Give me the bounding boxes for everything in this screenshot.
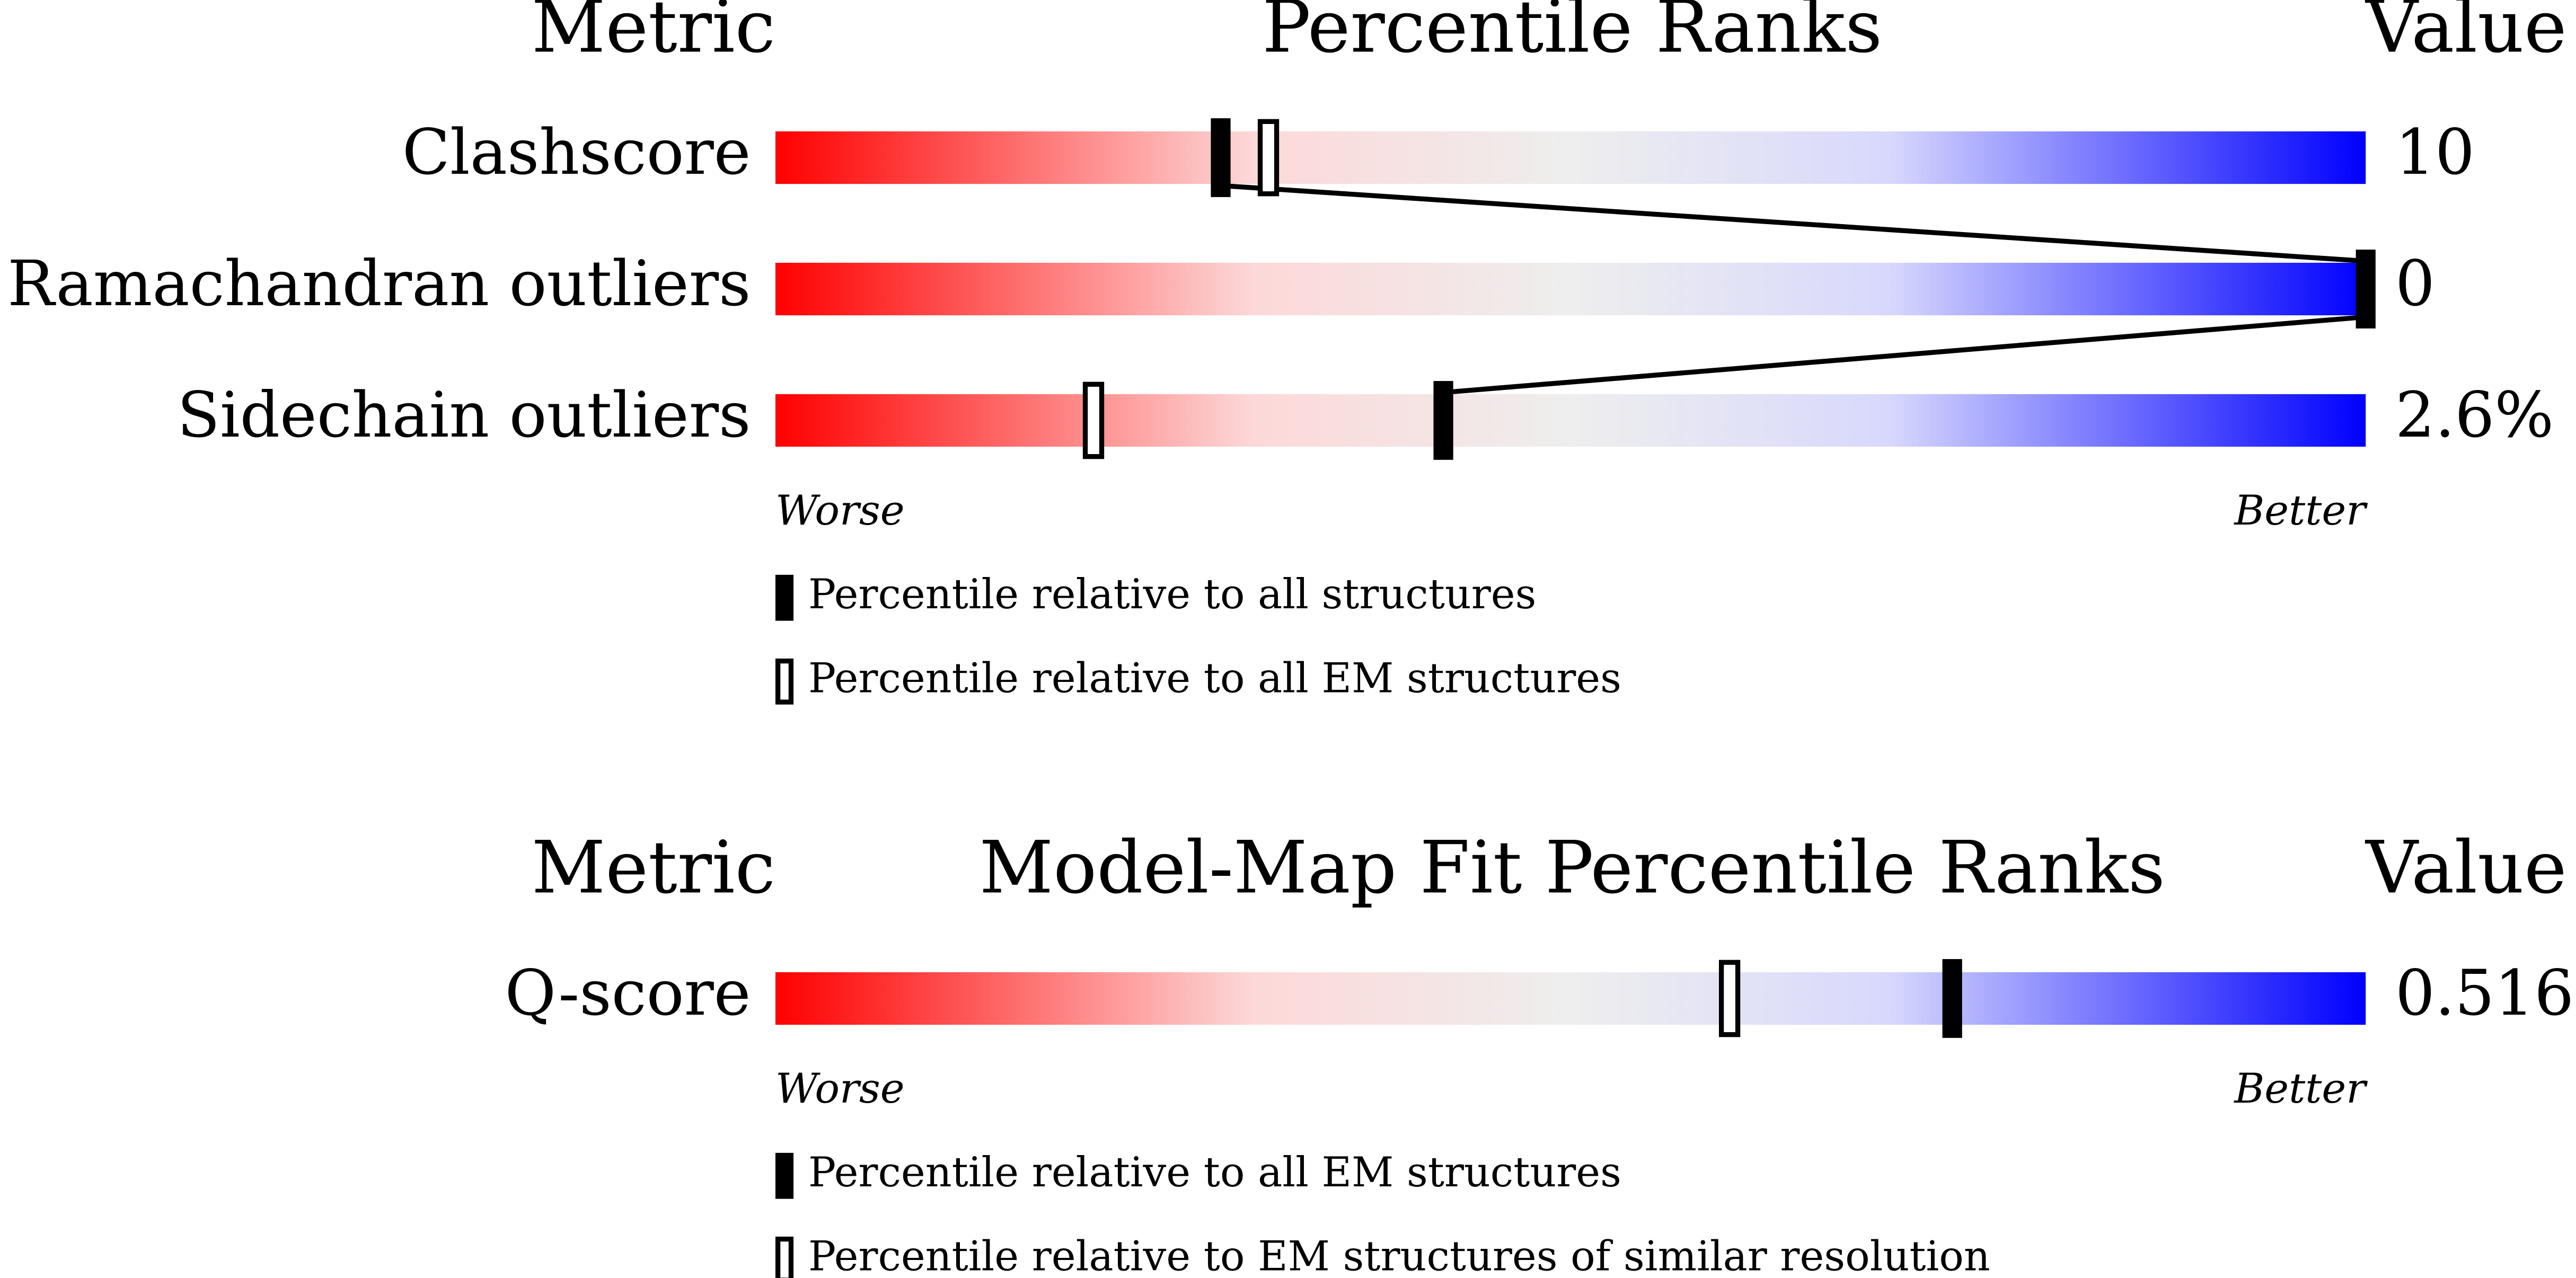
metric-label: Q-score xyxy=(505,957,751,1030)
legend-swatch xyxy=(775,574,794,621)
metric-label: Clashscore xyxy=(402,116,751,189)
better-label: Better xyxy=(2233,1065,2368,1113)
chart-title: Percentile Ranks xyxy=(1262,0,1882,69)
legend-label: Percentile relative to all EM structures xyxy=(808,654,1621,702)
legend-swatch xyxy=(775,1152,794,1199)
legend-label: Percentile relative to all EM structures xyxy=(808,1149,1621,1196)
metric-label: Sidechain outliers xyxy=(177,379,751,451)
metric-value: 2.6% xyxy=(2395,379,2554,451)
chart-title: Model-Map Fit Percentile Ranks xyxy=(980,826,2165,910)
marker-open xyxy=(1082,381,1105,459)
slider-bar xyxy=(775,262,2366,316)
connector xyxy=(1220,183,2366,264)
worse-label: Worse xyxy=(775,1065,905,1113)
marker-open xyxy=(1718,960,1741,1037)
legend-label: Percentile relative to all structures xyxy=(808,571,1536,618)
worse-label: Worse xyxy=(775,487,905,535)
marker-filled xyxy=(1211,118,1231,197)
marker-filled xyxy=(1433,381,1453,460)
metric-label: Ramachandran outliers xyxy=(7,247,751,320)
legend-swatch xyxy=(775,658,794,705)
metric-value: 10 xyxy=(2395,116,2475,189)
marker-open xyxy=(1257,119,1280,197)
metric-header: Metric xyxy=(532,826,775,910)
slider-bar xyxy=(775,972,2366,1025)
metric-header: Metric xyxy=(532,0,775,69)
marker-filled xyxy=(1942,959,1962,1038)
value-header: Value xyxy=(2365,0,2566,69)
value-header: Value xyxy=(2365,826,2566,910)
slider-bar xyxy=(775,131,2366,184)
legend-swatch xyxy=(775,1236,794,1278)
connector xyxy=(1443,314,2366,395)
better-label: Better xyxy=(2233,487,2368,535)
slider-bar xyxy=(775,394,2366,447)
legend-label: Percentile relative to EM structures of … xyxy=(808,1232,1990,1278)
metric-value: 0 xyxy=(2395,247,2435,320)
metric-value: 0.516 xyxy=(2395,957,2574,1030)
marker-filled xyxy=(2356,250,2376,329)
